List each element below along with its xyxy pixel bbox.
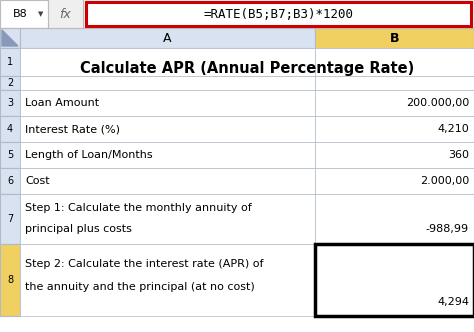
Text: 4,210: 4,210	[437, 124, 469, 134]
Bar	[315, 48, 474, 76]
Bar	[0, 48, 20, 76]
Text: 4: 4	[7, 124, 13, 134]
Bar	[315, 194, 474, 244]
Text: 1: 1	[7, 57, 13, 67]
Bar	[0, 116, 20, 142]
Bar	[0, 168, 20, 194]
Text: 8: 8	[7, 275, 13, 285]
Bar	[0, 90, 20, 116]
Text: 6: 6	[7, 176, 13, 186]
Bar	[20, 90, 315, 116]
Text: 2.000,00: 2.000,00	[420, 176, 469, 186]
Text: Cost: Cost	[25, 176, 50, 186]
Bar	[315, 76, 474, 90]
Text: Loan Amount: Loan Amount	[25, 98, 99, 108]
Text: 200.000,00: 200.000,00	[406, 98, 469, 108]
Text: 4,294: 4,294	[437, 296, 469, 306]
Bar	[0, 0, 474, 28]
Text: 7: 7	[7, 214, 13, 224]
Polygon shape	[2, 30, 18, 46]
Bar	[315, 142, 474, 168]
Bar	[0, 0, 48, 28]
Bar	[20, 28, 315, 48]
Text: 3: 3	[7, 98, 13, 108]
Bar	[315, 90, 474, 116]
Bar	[20, 76, 315, 90]
Text: A: A	[163, 32, 172, 44]
Text: Interest Rate (%): Interest Rate (%)	[25, 124, 120, 134]
Bar	[315, 116, 474, 142]
Bar	[20, 168, 315, 194]
Text: B: B	[390, 32, 399, 44]
Text: 2: 2	[7, 78, 13, 88]
Text: Calculate APR (Annual Percentage Rate): Calculate APR (Annual Percentage Rate)	[80, 61, 414, 76]
Bar	[20, 48, 315, 76]
Text: the annuity and the principal (at no cost): the annuity and the principal (at no cos…	[25, 282, 255, 292]
Text: fx: fx	[60, 8, 72, 21]
Bar	[86, 2, 471, 26]
Text: =RATE(B5;B7;B3)*1200: =RATE(B5;B7;B3)*1200	[203, 8, 354, 21]
Text: Length of Loan/Months: Length of Loan/Months	[25, 150, 153, 160]
Text: 360: 360	[448, 150, 469, 160]
Text: B8: B8	[13, 9, 27, 19]
Bar	[20, 194, 315, 244]
Bar	[315, 244, 474, 316]
Bar	[0, 142, 20, 168]
Bar	[0, 194, 20, 244]
Bar	[0, 244, 20, 316]
Bar	[0, 28, 20, 48]
Text: principal plus costs: principal plus costs	[25, 224, 132, 234]
Bar	[20, 142, 315, 168]
Bar	[315, 168, 474, 194]
Bar	[315, 28, 474, 48]
Bar	[315, 244, 474, 316]
Text: -988,99: -988,99	[426, 224, 469, 234]
Text: ▼: ▼	[38, 11, 44, 17]
Bar	[20, 244, 315, 316]
Text: Step 2: Calculate the interest rate (APR) of: Step 2: Calculate the interest rate (APR…	[25, 259, 264, 269]
Bar	[0, 76, 20, 90]
Bar	[20, 116, 315, 142]
Text: Step 1: Calculate the monthly annuity of: Step 1: Calculate the monthly annuity of	[25, 203, 252, 213]
Text: 5: 5	[7, 150, 13, 160]
